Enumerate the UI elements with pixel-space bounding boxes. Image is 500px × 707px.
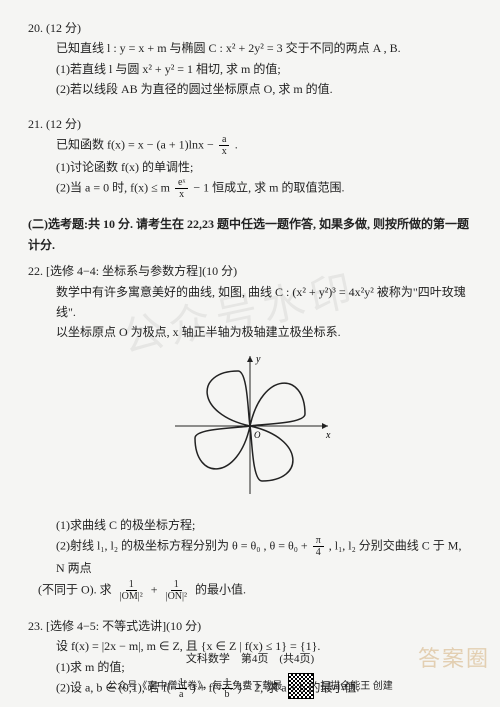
frac-den: b [222, 689, 233, 700]
problem-22-q2-line1: (2)射线 l₁, l₂ 的极坐标方程分别为 θ = θ₀ , θ = θ₀ +… [28, 535, 472, 578]
problem-22-q2-line2: (不同于 O). 求 1 |OM|² + 1 |ON|² 的最小值. [28, 579, 472, 602]
p23-q2b: ) + f( [192, 680, 217, 694]
page-content: 20. (12 分) 已知直线 l : y = x + m 与椭圆 C : x²… [28, 18, 472, 700]
frac-den: 4 [313, 547, 324, 558]
petal-4 [207, 371, 250, 426]
problem-20-num: 20. [28, 21, 43, 35]
problem-22-q1: (1)求曲线 C 的极坐标方程; [28, 515, 472, 535]
p22-q2c: (不同于 O). 求 [38, 582, 112, 596]
p21-stem-frac: a x [219, 134, 230, 157]
problem-23-q2: (2)设 a, b ∈ (0,1), 若 f( 1 a ) + f( 1 b )… [28, 677, 472, 700]
frac-den: x [219, 146, 230, 157]
problem-22-stem-b: 以坐标原点 O 为极点, x 轴正半轴为极轴建立极坐标系. [28, 322, 472, 342]
frac-num: 1 [176, 677, 187, 689]
y-axis-arrow [247, 356, 253, 362]
problem-23-header: [选修 4−5: 不等式选讲](10 分) [46, 619, 201, 633]
problem-21-q2: (2)当 a = 0 时, f(x) ≤ m eˣ x − 1 恒成立, 求 m… [28, 177, 472, 200]
p22-q2-frac1: π 4 [313, 535, 324, 558]
p22-q2d: + [151, 582, 158, 596]
origin-label: O [254, 430, 261, 440]
p23-q2-frac1: 1 a [176, 677, 187, 700]
rose-curve-figure: x y O [28, 351, 472, 507]
p22-q2a: (2)射线 l₁, l₂ 的极坐标方程分别为 θ = θ₀ , θ = θ₀ + [56, 539, 308, 553]
problem-21: 21. (12 分) 已知函数 f(x) = x − (a + 1)lnx − … [28, 114, 472, 201]
x-axis-arrow [322, 423, 328, 429]
p23-q2a: (2)设 a, b ∈ (0,1), 若 f( [56, 680, 171, 694]
p22-q2e: 的最小值. [195, 582, 246, 596]
problem-20-stem: 已知直线 l : y = x + m 与椭圆 C : x² + 2y² = 3 … [28, 38, 472, 58]
p21-q2-frac: eˣ x [175, 177, 188, 200]
petal-1 [250, 383, 305, 426]
problem-23-num: 23. [28, 619, 43, 633]
frac-num: π [313, 535, 324, 547]
rose-curve-svg: x y O [165, 351, 335, 501]
problem-23: 23. [选修 4−5: 不等式选讲](10 分) 设 f(x) = |2x −… [28, 616, 472, 700]
p21-stem-b: . [235, 137, 238, 151]
frac-num: 1 [126, 579, 137, 591]
problem-21-points: (12 分) [46, 117, 81, 131]
petal-3 [195, 426, 250, 469]
problem-20-points: (12 分) [46, 21, 81, 35]
problem-20: 20. (12 分) 已知直线 l : y = x + m 与椭圆 C : x²… [28, 18, 472, 100]
problem-23-stem: 设 f(x) = |2x − m|, m ∈ Z, 且 {x ∈ Z | f(x… [28, 636, 472, 656]
frac-den: a [176, 689, 186, 700]
p21-q2b: − 1 恒成立, 求 m 的取值范围. [193, 181, 344, 195]
problem-22-stem-a: 数学中有许多寓意美好的曲线, 如图, 曲线 C : (x² + y²)³ = 4… [28, 282, 472, 323]
problem-22-header: [选修 4−4: 坐标系与参数方程](10 分) [46, 264, 237, 278]
x-label: x [325, 430, 331, 441]
frac-den: |ON|² [163, 591, 190, 602]
p21-stem-a: 已知函数 f(x) = x − (a + 1)lnx − [56, 137, 214, 151]
p21-q2a: (2)当 a = 0 时, f(x) ≤ m [56, 181, 170, 195]
problem-20-q1: (1)若直线 l 与圆 x² + y² = 1 相切, 求 m 的值; [28, 59, 472, 79]
problem-21-num: 21. [28, 117, 43, 131]
frac-num: eˣ [175, 177, 188, 189]
p23-q2-frac2: 1 b [222, 677, 233, 700]
problem-20-q2: (2)若以线段 AB 为直径的圆过坐标原点 O, 求 m 的值. [28, 79, 472, 99]
problem-23-q1: (1)求 m 的值; [28, 657, 472, 677]
problem-22-num: 22. [28, 264, 43, 278]
frac-num: 1 [171, 579, 182, 591]
section-2-title: (二)选考题:共 10 分. 请考生在 22,23 题中任选一题作答, 如果多做… [28, 214, 472, 255]
frac-num: 1 [222, 677, 233, 689]
problem-21-stem: 已知函数 f(x) = x − (a + 1)lnx − a x . [28, 134, 472, 157]
frac-den: |OM|² [117, 591, 146, 602]
p23-q2c: ) = 2, 求 a + b 的最小值. [238, 680, 360, 694]
problem-22: 22. [选修 4−4: 坐标系与参数方程](10 分) 数学中有许多寓意美好的… [28, 261, 472, 602]
problem-21-q1: (1)讨论函数 f(x) 的单调性; [28, 157, 472, 177]
y-label: y [255, 354, 261, 365]
frac-den: x [176, 189, 187, 200]
p22-q2-frac2: 1 |OM|² [117, 579, 146, 602]
p22-q2-frac3: 1 |ON|² [163, 579, 190, 602]
frac-num: a [219, 134, 229, 146]
